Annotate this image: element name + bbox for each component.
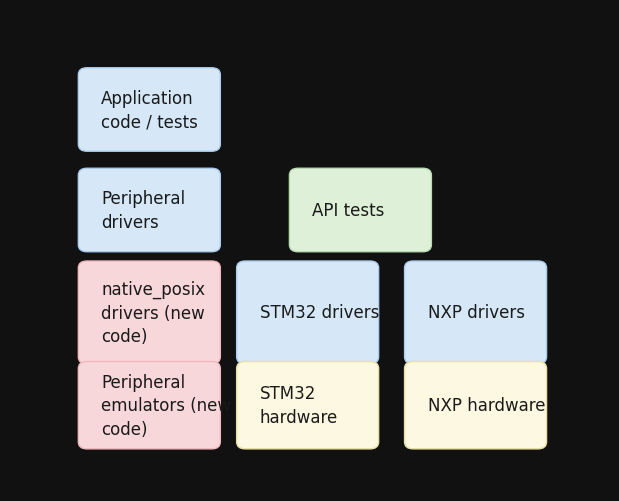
FancyBboxPatch shape	[290, 169, 431, 252]
FancyBboxPatch shape	[405, 362, 547, 449]
FancyBboxPatch shape	[405, 262, 547, 364]
Text: native_posix
drivers (new
code): native_posix drivers (new code)	[102, 280, 206, 346]
Text: Application
code / tests: Application code / tests	[102, 90, 198, 131]
FancyBboxPatch shape	[236, 262, 379, 364]
Text: Peripheral
drivers: Peripheral drivers	[102, 190, 186, 231]
FancyBboxPatch shape	[79, 362, 220, 449]
Text: NXP drivers: NXP drivers	[428, 304, 524, 322]
Text: STM32 drivers: STM32 drivers	[260, 304, 379, 322]
FancyBboxPatch shape	[79, 69, 220, 152]
Text: STM32
hardware: STM32 hardware	[260, 385, 338, 426]
Text: NXP hardware: NXP hardware	[428, 396, 545, 414]
Text: API tests: API tests	[313, 201, 385, 219]
Text: Peripheral
emulators (new
code): Peripheral emulators (new code)	[102, 373, 232, 438]
FancyBboxPatch shape	[79, 262, 220, 364]
FancyBboxPatch shape	[79, 169, 220, 252]
FancyBboxPatch shape	[236, 362, 379, 449]
